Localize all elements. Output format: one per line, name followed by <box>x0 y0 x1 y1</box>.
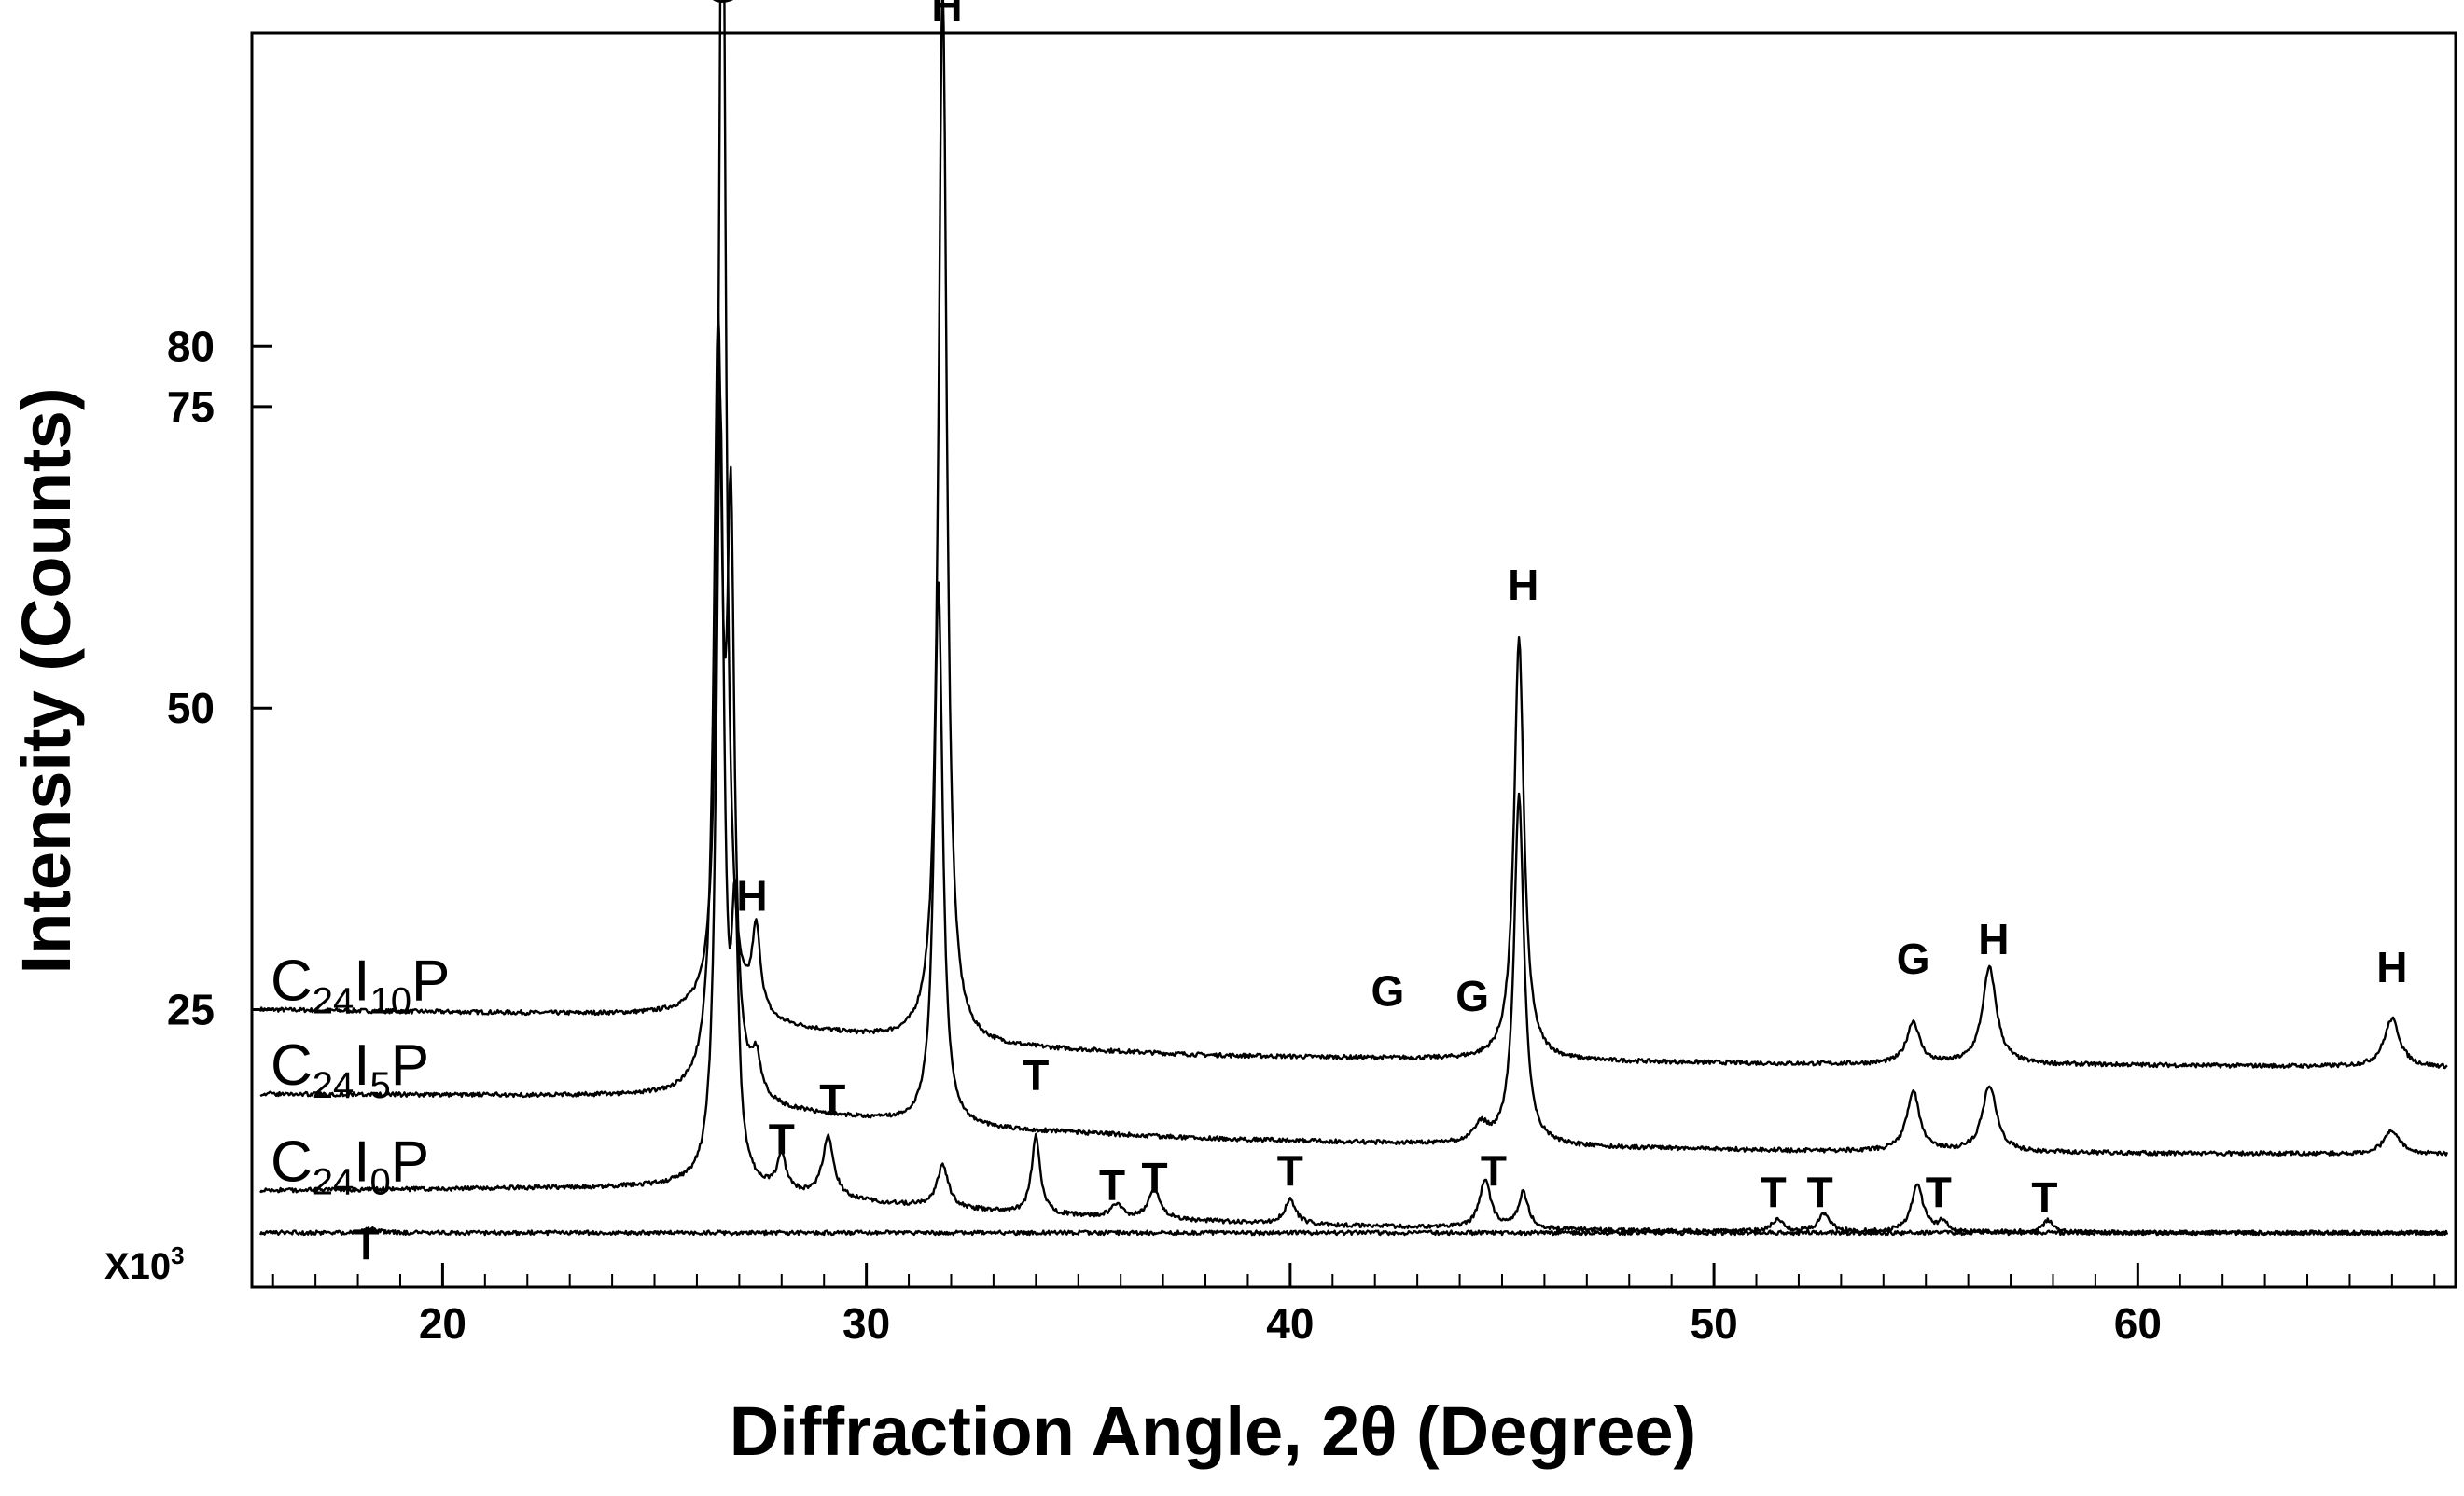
peak-label: H <box>1508 561 1538 609</box>
x-minor-ticks <box>271 1274 2436 1287</box>
peak-label: T <box>819 1075 845 1124</box>
y-tick-label: 50 <box>167 684 215 732</box>
series-label-part: 5 <box>370 1065 391 1106</box>
y-tick-label: 80 <box>167 322 215 370</box>
peak-label: T <box>1099 1161 1125 1210</box>
series-label-part: 10 <box>370 981 412 1022</box>
series-label-part: I <box>354 1033 369 1098</box>
series-label: C24I5P <box>271 1033 429 1106</box>
series-label-part: P <box>391 1033 429 1098</box>
series-label-part: C <box>271 949 313 1014</box>
series-line-3 <box>258 1226 2448 1237</box>
y-tick-label: 75 <box>167 382 215 431</box>
y-axis-title: Intensity (Counts) <box>7 388 85 975</box>
series-label-part: P <box>391 1130 429 1195</box>
peak-label: T <box>1023 1051 1049 1100</box>
y-ticks: 25 50 75 80 <box>167 322 272 1034</box>
series-label-part: I <box>354 1130 369 1195</box>
peak-label: T <box>1277 1146 1303 1195</box>
y-multiplier-exponent: 3 <box>171 1241 184 1269</box>
peak-label: H <box>1978 915 2009 963</box>
peak-label: T <box>354 1220 380 1268</box>
peak-label: T <box>1807 1169 1833 1217</box>
peak-label: G <box>1897 935 1930 983</box>
series-line-2 <box>259 396 2449 1237</box>
peak-label: H <box>2376 943 2407 991</box>
peak-label: H <box>736 872 767 921</box>
series-group <box>258 0 2449 1237</box>
peak-label: T <box>1926 1169 1952 1217</box>
peak-label: T <box>2031 1173 2057 1222</box>
peak-label: G <box>1371 967 1404 1016</box>
x-tick-label: 20 <box>419 1299 466 1348</box>
peak-label: T <box>1481 1146 1507 1195</box>
peak-label: T <box>1761 1169 1787 1217</box>
x-axis-title: Diffraction Angle, 2θ (Degree) <box>730 1392 1696 1470</box>
series-label: C24I0P <box>271 1130 429 1203</box>
series-label-part: C <box>271 1130 313 1195</box>
plot-frame <box>250 31 2457 1289</box>
series-label-part: 24 <box>313 981 355 1022</box>
x-tick-label: 40 <box>1266 1299 1314 1348</box>
x-tick-label: 30 <box>842 1299 890 1348</box>
series-label-part: 24 <box>313 1162 355 1203</box>
peak-label: T <box>769 1115 795 1164</box>
peak-label: H <box>931 0 962 30</box>
series-line-1 <box>259 307 2449 1157</box>
series-line-0 <box>258 0 2448 1070</box>
y-multiplier-label: X103 <box>104 1241 185 1287</box>
series-label-part: 0 <box>370 1162 391 1203</box>
peak-label: G <box>705 0 739 12</box>
peak-label: T <box>1141 1154 1167 1202</box>
series-label-part: P <box>411 949 450 1014</box>
peak-annotations: GHHHGGGHHTTTTTTTTTTTT <box>354 0 2408 1268</box>
x-tick-label: 60 <box>2114 1299 2162 1348</box>
peak-label: G <box>1455 972 1489 1020</box>
y-tick-label: 25 <box>167 986 215 1034</box>
series-label-part: 24 <box>313 1065 355 1106</box>
series-label-part: C <box>271 1033 313 1098</box>
x-major-ticks: 20 30 40 50 60 <box>419 1263 2162 1348</box>
x-tick-label: 50 <box>1691 1299 1738 1348</box>
series-label-part: I <box>354 949 369 1014</box>
series-label: C24I10P <box>271 949 450 1022</box>
y-multiplier-base: X10 <box>104 1246 171 1287</box>
